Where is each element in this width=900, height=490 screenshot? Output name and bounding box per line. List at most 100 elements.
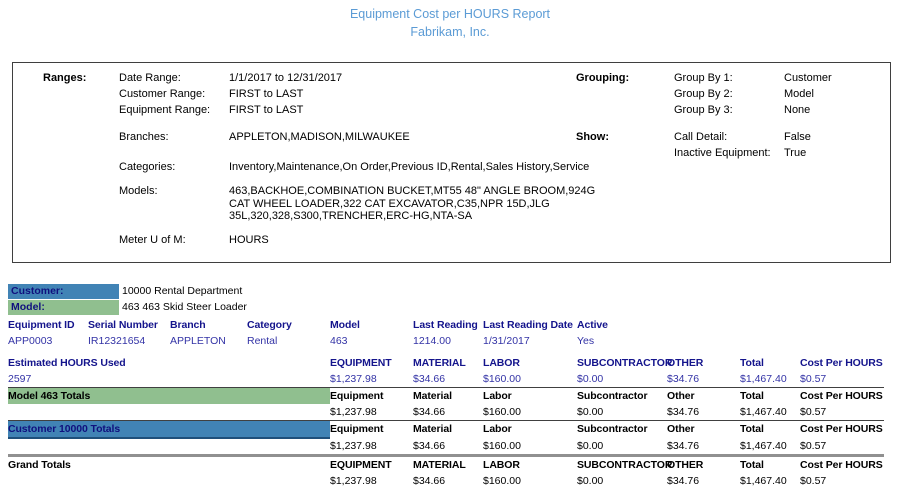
ranges-heading: Ranges: bbox=[43, 72, 87, 84]
customer-range-value: FIRST to LAST bbox=[229, 88, 304, 100]
grand-totals-header-row: Grand Totals EQUIPMENT MATERIAL LABOR SU… bbox=[8, 454, 884, 473]
company-name: Fabrikam, Inc. bbox=[410, 25, 490, 39]
ct-subcontractor-cost: $0.00 bbox=[577, 440, 604, 452]
ct-labor-cost: $160.00 bbox=[483, 440, 521, 452]
customer-totals-label: Customer 10000 Totals bbox=[8, 420, 330, 439]
grand-totals-label: Grand Totals bbox=[8, 454, 330, 473]
customer-range-label: Customer Range: bbox=[119, 88, 206, 100]
show-heading: Show: bbox=[576, 131, 609, 143]
ct-total-cost: $1,467.40 bbox=[740, 440, 787, 452]
est-col-cost-per-hours: Cost Per HOURS bbox=[800, 357, 883, 369]
mt-col-equipment: Equipment bbox=[330, 387, 413, 404]
estimated-hours-value: 2597 bbox=[8, 373, 32, 385]
ct-col-subcontractor: Subcontractor bbox=[577, 420, 667, 438]
customer-band-value: 10000 Rental Department bbox=[122, 285, 243, 297]
col-equipment-id: Equipment ID bbox=[8, 319, 75, 331]
model-band-label: Model: bbox=[8, 300, 119, 315]
parameters-box: Ranges: Date Range: 1/1/2017 to 12/31/20… bbox=[12, 62, 891, 263]
gt-total-cost: $1,467.40 bbox=[740, 475, 787, 487]
mt-col-cost-per-hours: Cost Per HOURS bbox=[800, 387, 884, 404]
ct-cost-per-hours: $0.57 bbox=[800, 440, 827, 452]
ct-col-cost-per-hours: Cost Per HOURS bbox=[800, 420, 884, 438]
equipment-range-value: FIRST to LAST bbox=[229, 104, 304, 116]
cell-last-reading: 1214.00 bbox=[413, 335, 451, 347]
mt-col-subcontractor: Subcontractor bbox=[577, 387, 667, 404]
gt-col-material: MATERIAL bbox=[413, 454, 483, 473]
group-by-2-label: Group By 2: bbox=[674, 88, 733, 100]
customer-band-label: Customer: bbox=[8, 284, 119, 299]
models-value-line1: 463,BACKHOE,COMBINATION BUCKET,MT55 48" … bbox=[229, 185, 596, 197]
mt-col-labor: Labor bbox=[483, 387, 577, 404]
mt-col-material: Material bbox=[413, 387, 483, 404]
ct-col-equipment: Equipment bbox=[330, 420, 413, 438]
est-cost-per-hours: $0.57 bbox=[800, 373, 827, 385]
customer-group-row: Customer: 10000 Rental Department bbox=[8, 284, 894, 300]
gt-subcontractor-cost: $0.00 bbox=[577, 475, 604, 487]
call-detail-value: False bbox=[784, 131, 811, 143]
gt-col-equipment: EQUIPMENT bbox=[330, 454, 413, 473]
ct-material-cost: $34.66 bbox=[413, 440, 446, 452]
cell-equipment-id: APP0003 bbox=[8, 335, 53, 347]
categories-label: Categories: bbox=[119, 161, 176, 173]
est-col-labor: LABOR bbox=[483, 357, 520, 369]
branches-label: Branches: bbox=[119, 131, 169, 143]
est-col-material: MATERIAL bbox=[413, 357, 466, 369]
inactive-equipment-label: Inactive Equipment: bbox=[674, 147, 771, 159]
cell-serial-number: IR12321654 bbox=[88, 335, 146, 347]
ct-equipment-cost: $1,237.98 bbox=[330, 440, 377, 452]
gt-col-subcontractor: SUBCONTRACTOR bbox=[577, 454, 672, 473]
detail-header-row: Equipment ID Serial Number Branch Catego… bbox=[8, 317, 884, 333]
col-last-reading-date: Last Reading Date bbox=[483, 319, 573, 331]
est-material-cost: $34.66 bbox=[413, 373, 446, 385]
est-total-cost: $1,467.40 bbox=[740, 373, 787, 385]
date-range-value: 1/1/2017 to 12/31/2017 bbox=[229, 72, 343, 84]
model-totals-header-row: Model 463 Totals Equipment Material Labo… bbox=[8, 387, 884, 404]
gt-cost-per-hours: $0.57 bbox=[800, 475, 827, 487]
est-equipment-cost: $1,237.98 bbox=[330, 373, 377, 385]
cell-active: Yes bbox=[577, 335, 595, 347]
models-label: Models: bbox=[119, 185, 158, 197]
equipment-data-row: APP0003 IR12321654 APPLETON Rental 463 1… bbox=[8, 333, 884, 349]
group-by-1-label: Group By 1: bbox=[674, 72, 733, 84]
mt-labor-cost: $160.00 bbox=[483, 406, 521, 418]
call-detail-label: Call Detail: bbox=[674, 131, 728, 143]
gt-material-cost: $34.66 bbox=[413, 475, 446, 487]
group-by-2-value: Model bbox=[784, 88, 814, 100]
mt-other-cost: $34.76 bbox=[667, 406, 700, 418]
inactive-equipment-value: True bbox=[784, 147, 807, 159]
col-branch: Branch bbox=[170, 319, 206, 331]
model-totals-label: Model 463 Totals bbox=[8, 387, 330, 404]
estimated-label: Estimated HOURS Used bbox=[8, 357, 126, 369]
report-title: Equipment Cost per HOURS Report bbox=[349, 7, 551, 21]
est-subcontractor-cost: $0.00 bbox=[577, 373, 604, 385]
cell-model: 463 bbox=[330, 335, 348, 347]
gt-col-other: OTHER bbox=[667, 454, 740, 473]
mt-total-cost: $1,467.40 bbox=[740, 406, 787, 418]
meter-uofm-value: HOURS bbox=[229, 234, 269, 246]
ct-col-labor: Labor bbox=[483, 420, 577, 438]
gt-col-cost-per-hours: Cost Per HOURS bbox=[800, 454, 884, 473]
report-body: Customer: 10000 Rental Department Model:… bbox=[8, 284, 894, 489]
ct-col-total: Total bbox=[740, 420, 800, 438]
branches-value: APPLETON,MADISON,MILWAUKEE bbox=[229, 131, 410, 143]
estimated-header-row: Estimated HOURS Used EQUIPMENT MATERIAL … bbox=[8, 355, 884, 371]
gt-col-total: Total bbox=[740, 454, 800, 473]
gt-other-cost: $34.76 bbox=[667, 475, 700, 487]
mt-cost-per-hours: $0.57 bbox=[800, 406, 827, 418]
mt-equipment-cost: $1,237.98 bbox=[330, 406, 377, 418]
gt-labor-cost: $160.00 bbox=[483, 475, 521, 487]
cell-last-reading-date: 1/31/2017 bbox=[483, 335, 530, 347]
models-value-line2: CAT WHEEL LOADER,322 CAT EXCAVATOR,C35,N… bbox=[229, 197, 550, 210]
mt-material-cost: $34.66 bbox=[413, 406, 446, 418]
categories-value: Inventory,Maintenance,On Order,Previous … bbox=[229, 161, 590, 173]
est-col-total: Total bbox=[740, 357, 764, 369]
est-other-cost: $34.76 bbox=[667, 373, 700, 385]
equipment-range-label: Equipment Range: bbox=[119, 104, 211, 116]
cell-branch: APPLETON bbox=[170, 335, 226, 347]
grand-totals-values-row: $1,237.98 $34.66 $160.00 $0.00 $34.76 $1… bbox=[8, 473, 884, 489]
gt-equipment-cost: $1,237.98 bbox=[330, 475, 377, 487]
customer-totals-header-row: Customer 10000 Totals Equipment Material… bbox=[8, 420, 884, 439]
est-col-subcontractor: SUBCONTRACTOR bbox=[577, 357, 673, 369]
ct-other-cost: $34.76 bbox=[667, 440, 700, 452]
models-value-line3: 35L,320,328,S300,TRENCHER,ERC-HG,NTA-SA bbox=[229, 210, 473, 222]
